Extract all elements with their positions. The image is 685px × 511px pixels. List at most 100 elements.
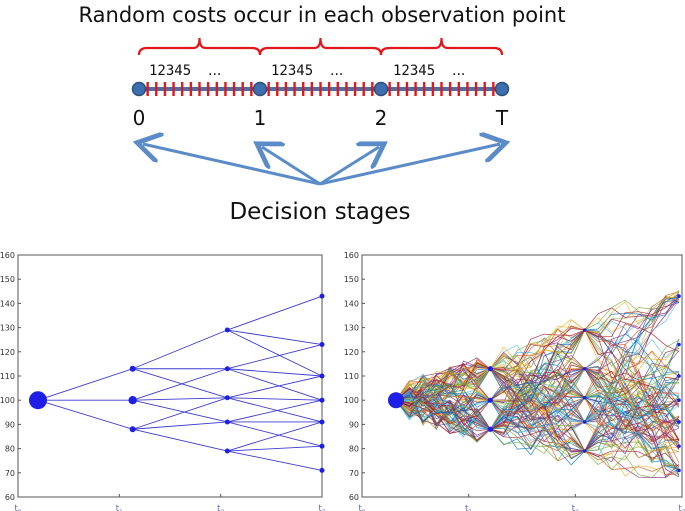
scenario-path xyxy=(395,329,680,401)
tree-edge xyxy=(132,421,228,430)
tree-edge xyxy=(227,368,323,401)
path-node xyxy=(487,426,493,432)
y-tick-label: 70 xyxy=(5,469,15,478)
timeline-title: Random costs occur in each observation p… xyxy=(79,3,566,27)
scenario-path xyxy=(395,360,680,452)
tree-edge xyxy=(37,368,133,401)
path-node xyxy=(677,342,681,347)
path-node xyxy=(677,374,681,378)
scenario-path xyxy=(395,329,680,441)
tree-node xyxy=(319,443,325,449)
tree-node xyxy=(29,391,47,410)
tree-node xyxy=(319,342,325,348)
x-tick-label: t1 xyxy=(465,504,473,511)
x-tick-label: t3 xyxy=(678,504,685,511)
arrow-to-stage-0 xyxy=(143,144,321,186)
observation-ticks xyxy=(146,82,495,96)
scenario-path xyxy=(395,383,680,477)
tree-edge xyxy=(227,399,323,423)
y-tick-label: 100 xyxy=(0,396,15,405)
tree-edge xyxy=(227,295,323,331)
scenario-path xyxy=(395,295,680,442)
tree-edge xyxy=(132,397,228,430)
scenario-path xyxy=(395,368,680,478)
group-label-3-digits: 12345 xyxy=(393,63,435,79)
y-tick-label: 130 xyxy=(344,324,359,333)
y-tick-label: 120 xyxy=(344,348,359,357)
observation-braces xyxy=(137,37,504,56)
path-node xyxy=(582,395,587,400)
scenario-path xyxy=(395,392,680,432)
group-label-1-ellipsis: ... xyxy=(208,63,221,79)
path-node xyxy=(677,468,681,473)
scenario-path xyxy=(395,296,680,401)
scenario-path xyxy=(395,368,680,452)
stage-label-T: T xyxy=(495,106,509,130)
y-tick-label: 140 xyxy=(0,299,15,308)
tree-edge xyxy=(227,445,323,452)
tree-node xyxy=(319,293,325,299)
scenario-path xyxy=(395,395,680,441)
decision-arrows xyxy=(143,144,500,186)
group-label-2-ellipsis: ... xyxy=(330,63,343,79)
x-tick-label: t0 xyxy=(14,504,22,511)
scenario-path xyxy=(395,382,680,475)
stage-node-1 xyxy=(252,81,268,97)
path-node xyxy=(677,444,681,448)
tree-edge xyxy=(227,375,323,399)
tree-edge xyxy=(227,368,323,377)
tree-edge xyxy=(227,421,323,452)
stage-node-0 xyxy=(131,81,147,97)
simulated-paths-chart: 60 70 80 90 100 110 120 130 140 150 160 t0 t1 t2 t3 xyxy=(344,251,685,511)
y-tick-label: 80 xyxy=(349,445,359,454)
x-tick-label: t2 xyxy=(217,504,225,511)
scenario-path xyxy=(395,291,680,426)
path-node xyxy=(582,420,587,424)
simulated-paths xyxy=(395,290,680,478)
tree-edge xyxy=(227,344,323,370)
scenario-path xyxy=(395,355,680,429)
group-label-2-digits: 12345 xyxy=(271,63,313,79)
tree-node xyxy=(319,419,325,425)
scenario-path xyxy=(395,328,680,401)
path-node xyxy=(677,420,681,424)
path-node xyxy=(582,328,587,332)
x-tick-label: t1 xyxy=(116,504,124,511)
brace-2 xyxy=(258,37,383,56)
x-tick-label: t0 xyxy=(358,504,366,511)
tree-node xyxy=(128,396,137,405)
tree-edge xyxy=(132,397,228,401)
scenario-path xyxy=(395,363,680,461)
tree-edge xyxy=(227,329,323,377)
y-tick-label: 100 xyxy=(344,396,359,405)
scenario-path xyxy=(395,329,680,470)
y-tick-label: 110 xyxy=(0,372,15,381)
y-tick-label: 160 xyxy=(344,251,359,260)
tree-edge xyxy=(227,450,323,471)
path-node xyxy=(487,397,493,403)
y-tick-label: 60 xyxy=(349,493,359,502)
y-tick-label: 110 xyxy=(344,372,359,381)
y-tick-label: 160 xyxy=(0,251,15,260)
arrow-to-stage-T xyxy=(319,144,500,186)
timeline-diagram: Random costs occur in each observation p… xyxy=(79,3,566,225)
scenario-path xyxy=(395,328,680,441)
tree-edge xyxy=(132,368,228,399)
group-label-3-ellipsis: ... xyxy=(452,63,465,79)
stage-node-T xyxy=(494,81,510,97)
scenario-path xyxy=(395,339,680,405)
y-tick-label: 150 xyxy=(344,275,359,284)
tree-node xyxy=(224,366,230,372)
tree-node xyxy=(224,327,230,333)
tree-node xyxy=(224,419,230,425)
group-labels: 12345 ... 12345 ... 12345 ... xyxy=(149,63,465,79)
x-tick-label: t2 xyxy=(572,504,580,511)
tree-edge xyxy=(227,329,323,345)
scenario-path xyxy=(395,351,680,408)
stage-label-2: 2 xyxy=(375,106,388,130)
brace-1 xyxy=(137,37,262,56)
tree-node xyxy=(224,395,230,401)
path-node xyxy=(487,366,493,372)
tree-edge xyxy=(132,329,228,370)
scenario-path xyxy=(395,368,680,455)
